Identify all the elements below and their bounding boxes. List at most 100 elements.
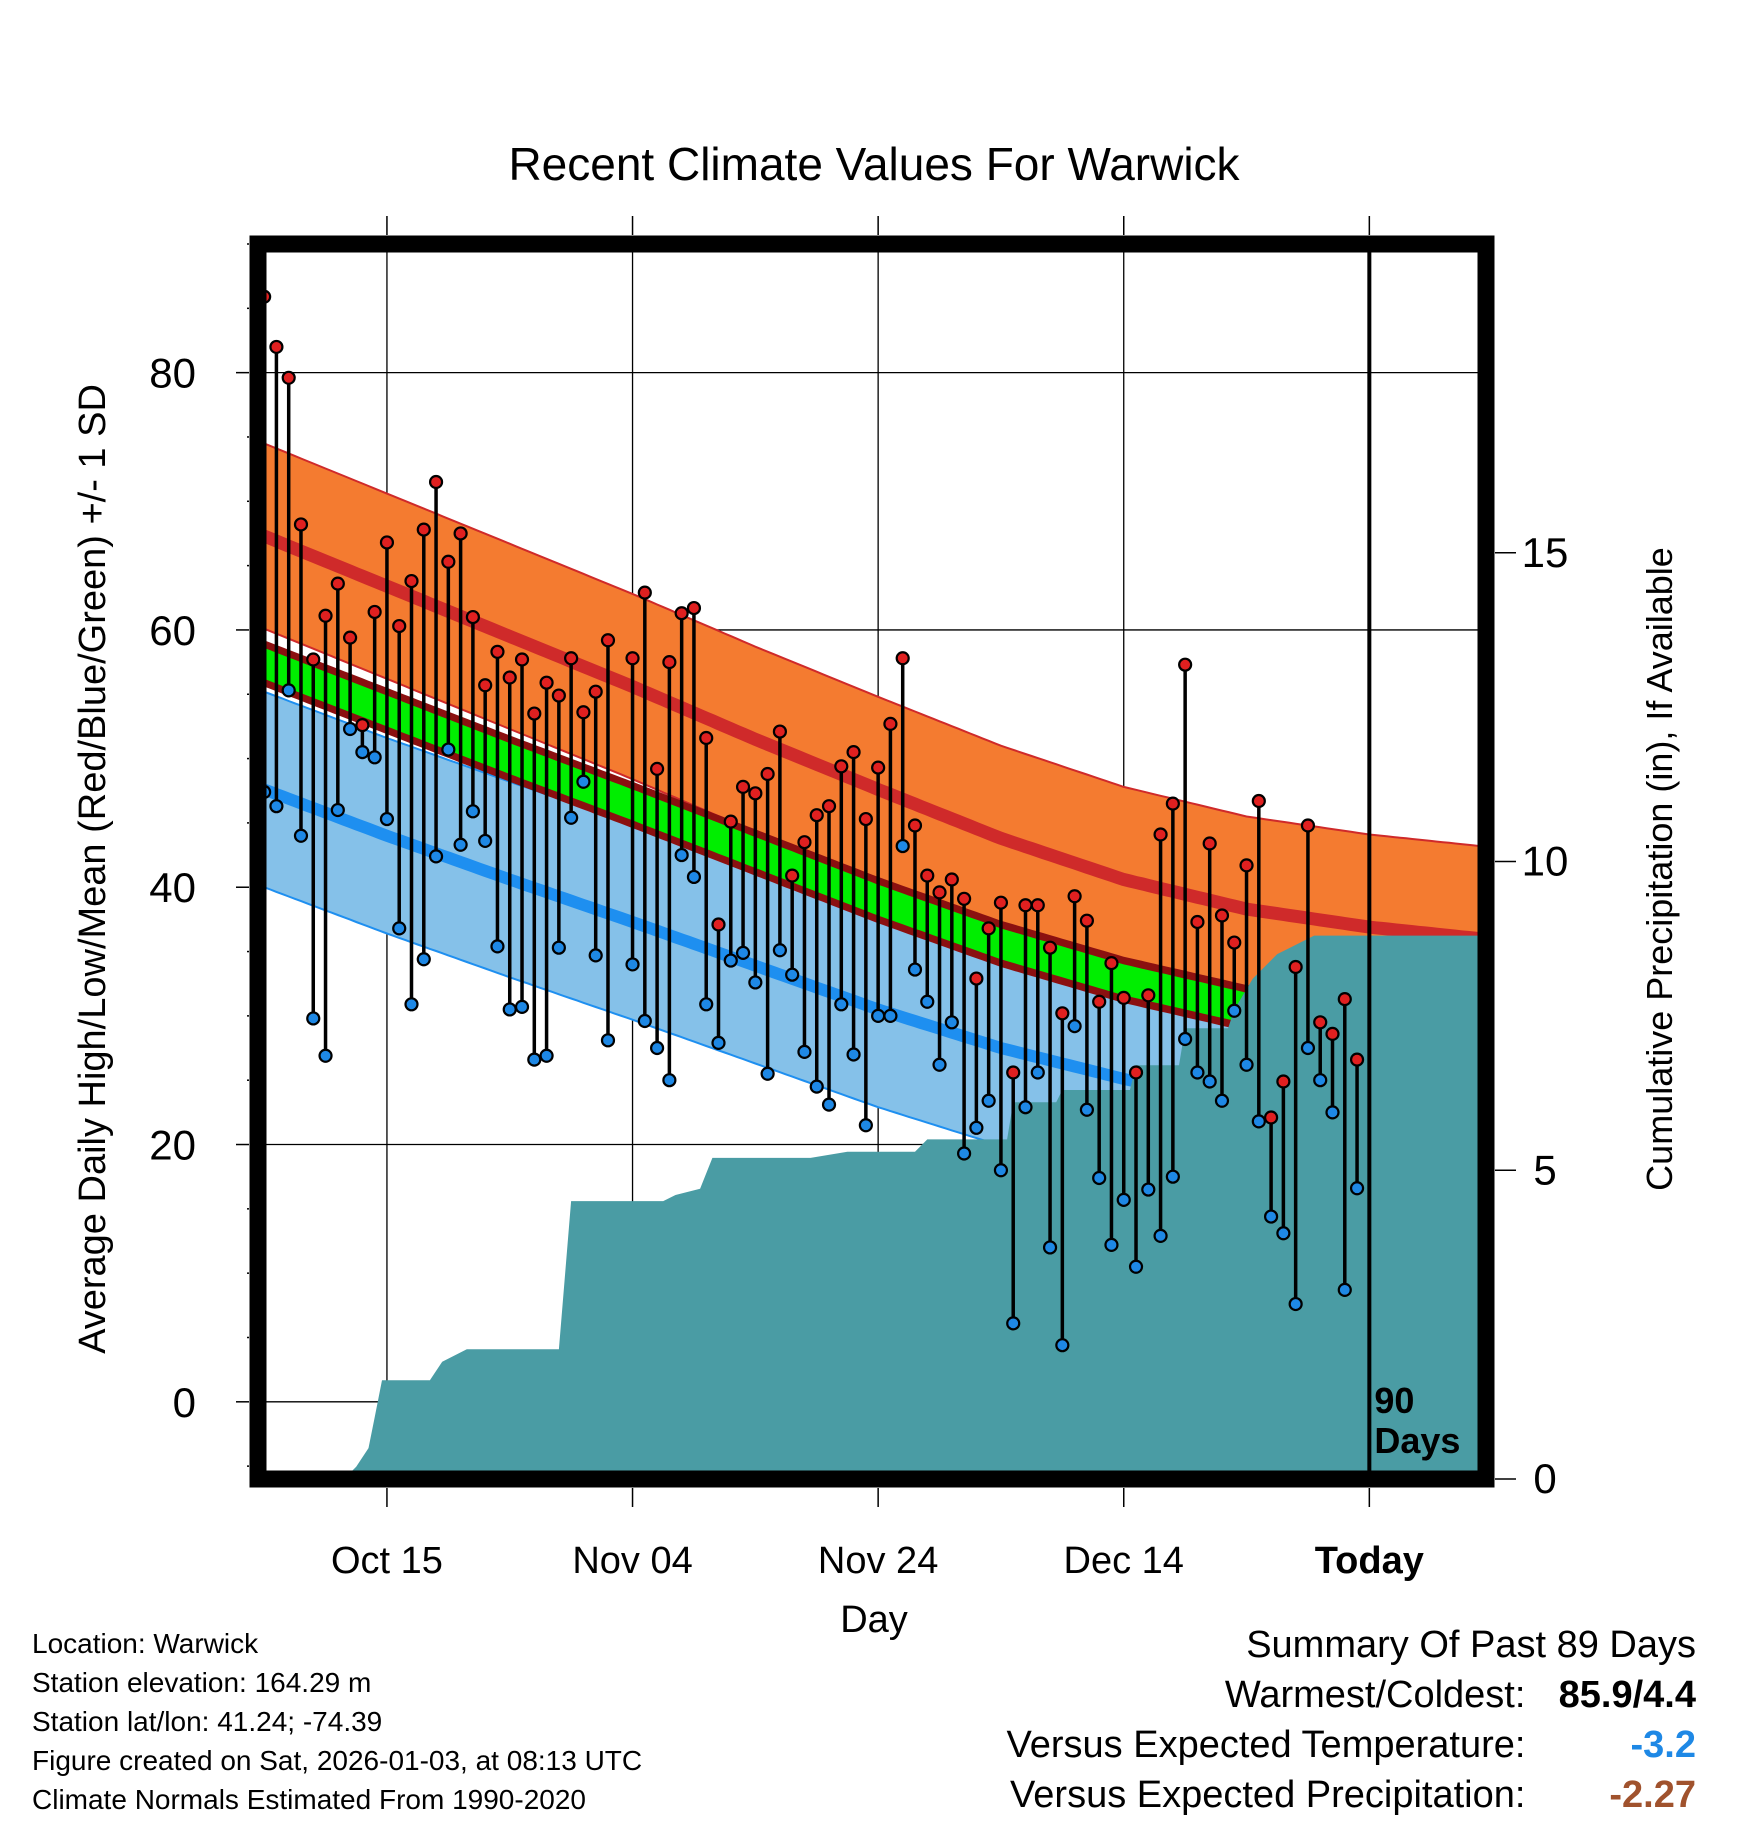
daily-low-point <box>539 1048 554 1063</box>
location-text: Location: Warwick <box>32 1628 259 1659</box>
daily-low-point <box>858 1118 873 1133</box>
daily-high-point <box>539 675 554 690</box>
daily-low-point <box>772 943 788 958</box>
daily-high-point <box>772 724 788 739</box>
daily-low-point <box>969 1120 984 1135</box>
daily-high-point <box>649 761 665 776</box>
daily-high-point <box>343 630 358 645</box>
daily-high-point <box>821 799 837 814</box>
daily-high-point <box>1313 1015 1328 1030</box>
daily-high-point <box>392 618 407 634</box>
daily-low-point <box>1042 1240 1058 1255</box>
today-days-number: 90 <box>1374 1380 1414 1421</box>
daily-low-point <box>514 999 530 1014</box>
station-info: Location: Warwick Station elevation: 164… <box>32 1624 642 1819</box>
temp-value: -3.2 <box>1630 1724 1696 1766</box>
daily-low-point <box>1239 1057 1254 1072</box>
summary-panel: Summary Of Past 89 Days Warmest/Coldest:… <box>1007 1620 1696 1820</box>
daily-high-point <box>1104 956 1119 971</box>
temp-label: Versus Expected Temperature: <box>1006 1724 1526 1766</box>
daily-low-point <box>944 1015 959 1030</box>
daily-high-point <box>969 971 984 986</box>
summary-precip: Versus Expected Precipitation: -2.27 <box>1007 1770 1696 1820</box>
daily-low-point <box>1325 1105 1340 1120</box>
daily-high-point <box>625 651 640 666</box>
daily-high-point <box>1325 1026 1340 1041</box>
daily-low-point <box>785 967 800 982</box>
daily-high-point <box>956 891 972 906</box>
daily-high-point <box>551 688 566 703</box>
daily-high-point <box>711 917 726 932</box>
daily-high-point <box>330 576 345 591</box>
daily-high-point <box>367 604 382 620</box>
daily-low-point <box>441 742 456 757</box>
daily-high-point <box>416 522 431 537</box>
y2-tick-label: 5 <box>1533 1146 1556 1193</box>
daily-low-point <box>735 945 751 960</box>
daily-low-point <box>1018 1100 1033 1115</box>
latlon-text: Station lat/lon: 41.24; -74.39 <box>32 1706 383 1737</box>
daily-high-point <box>1018 898 1033 913</box>
daily-low-point <box>907 962 923 977</box>
daily-low-point <box>809 1079 824 1094</box>
normals-text: Climate Normals Estimated From 1990-2020 <box>32 1784 586 1815</box>
daily-low-point <box>379 811 395 827</box>
daily-high-point <box>1153 827 1168 842</box>
daily-high-point <box>281 370 296 385</box>
daily-high-point <box>588 684 603 699</box>
daily-high-point <box>895 651 910 666</box>
daily-high-point <box>858 811 873 827</box>
daily-low-point <box>428 849 444 864</box>
precip-value: -2.27 <box>1609 1774 1696 1816</box>
daily-high-point <box>600 633 616 648</box>
daily-low-point <box>1116 1192 1131 1207</box>
daily-high-point <box>723 814 738 829</box>
daily-low-point <box>1276 1226 1291 1241</box>
daily-low-point <box>1288 1296 1303 1312</box>
daily-low-point <box>453 837 468 852</box>
daily-high-point <box>871 760 886 775</box>
x-tick-label: Nov 24 <box>818 1540 938 1582</box>
daily-high-point <box>576 705 591 720</box>
summary-title: Summary Of Past 89 Days <box>1246 1624 1696 1666</box>
daily-low-point <box>1104 1237 1119 1252</box>
daily-high-point <box>981 921 996 936</box>
y2-axis-label: Cumulative Precipitation (in), If Availa… <box>1639 547 1680 1191</box>
daily-low-point <box>269 799 284 814</box>
daily-high-point <box>1288 959 1303 975</box>
daily-high-point <box>527 706 542 721</box>
daily-low-point <box>625 957 640 972</box>
daily-high-point <box>404 573 419 589</box>
daily-high-point <box>883 716 898 731</box>
daily-high-point <box>453 526 468 541</box>
daily-low-point <box>293 828 309 843</box>
daily-high-point <box>490 644 505 659</box>
daily-high-point <box>1030 898 1045 913</box>
daily-high-point <box>1263 1110 1279 1125</box>
daily-high-point <box>1055 1006 1070 1021</box>
daily-high-point <box>797 835 812 850</box>
daily-low-point <box>1153 1228 1168 1243</box>
created-text: Figure created on Sat, 2026-01-03, at 08… <box>32 1745 643 1776</box>
daily-low-point <box>343 721 358 737</box>
daily-high-point <box>907 818 923 833</box>
daily-high-point <box>514 652 530 667</box>
daily-low-point <box>699 997 714 1012</box>
daily-low-point <box>281 683 296 698</box>
daily-low-point <box>527 1052 542 1067</box>
daily-high-point <box>637 585 652 600</box>
daily-low-point <box>674 847 689 863</box>
warm-cold-label: Warmest/Coldest: <box>1224 1674 1526 1716</box>
daily-low-point <box>392 921 407 936</box>
daily-high-point <box>379 535 395 550</box>
daily-high-point <box>1067 889 1082 904</box>
daily-low-point <box>834 997 849 1012</box>
daily-high-point <box>1276 1074 1291 1089</box>
precip-area <box>258 935 1486 1479</box>
daily-low-point <box>600 1033 616 1048</box>
daily-low-point <box>846 1047 861 1062</box>
daily-low-point <box>686 869 702 885</box>
daily-low-point <box>416 952 431 967</box>
daily-low-point <box>723 953 738 968</box>
